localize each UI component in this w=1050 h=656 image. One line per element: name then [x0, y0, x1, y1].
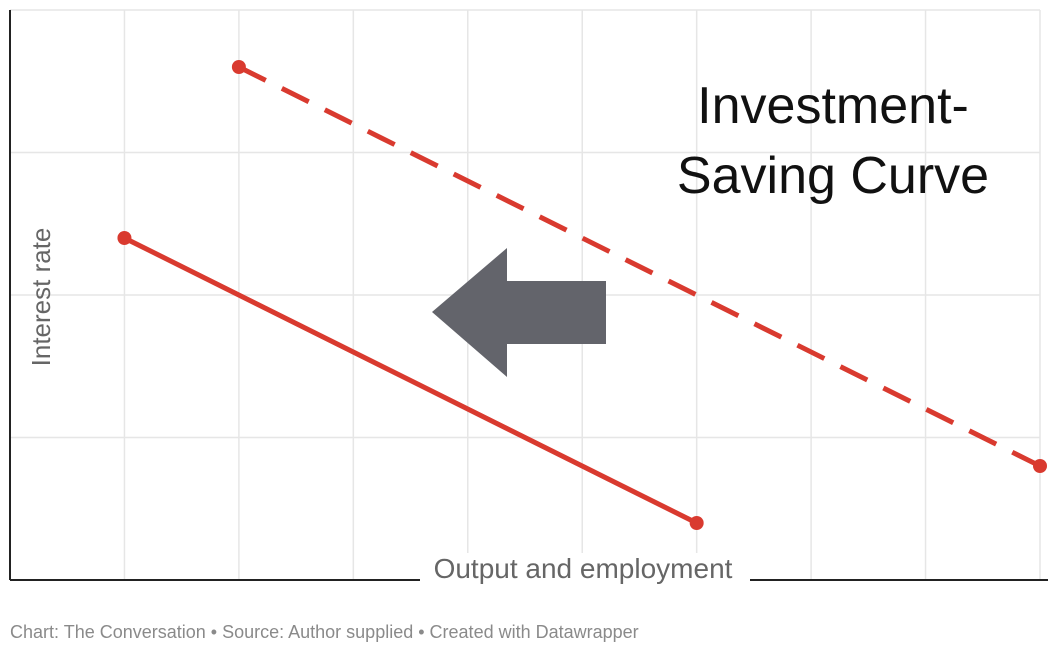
curve-point	[1033, 459, 1047, 473]
curve-point	[117, 231, 132, 245]
series-layer	[117, 60, 1047, 530]
y-axis-label: Interest rate	[26, 228, 56, 367]
footer-credit: Chart: The Conversation	[10, 622, 206, 642]
curve-point	[689, 516, 704, 530]
shift-arrow-left	[432, 248, 606, 377]
label-layer: Interest rate Output and employment Invest…	[26, 77, 989, 593]
curve-annotation-line: Saving Curve	[677, 147, 989, 205]
original-curve-line	[123, 235, 698, 526]
shift-arrow-layer	[432, 248, 606, 377]
x-axis-label: Output and employment	[434, 553, 733, 584]
footer-separator: •	[413, 622, 430, 642]
curve-point	[231, 60, 246, 74]
curve-annotation-line: Investment-	[697, 77, 969, 135]
x-axis-label-background	[420, 553, 750, 593]
chart-footer: Chart: The Conversation • Source: Author…	[10, 622, 639, 643]
footer-source: Source: Author supplied	[222, 622, 414, 642]
footer-tool: Created with Datawrapper	[429, 622, 639, 642]
shifted-curve-line	[237, 64, 1042, 469]
footer-separator: •	[205, 622, 223, 642]
chart: Interest rate Output and employment Invest…	[9, 9, 1048, 593]
